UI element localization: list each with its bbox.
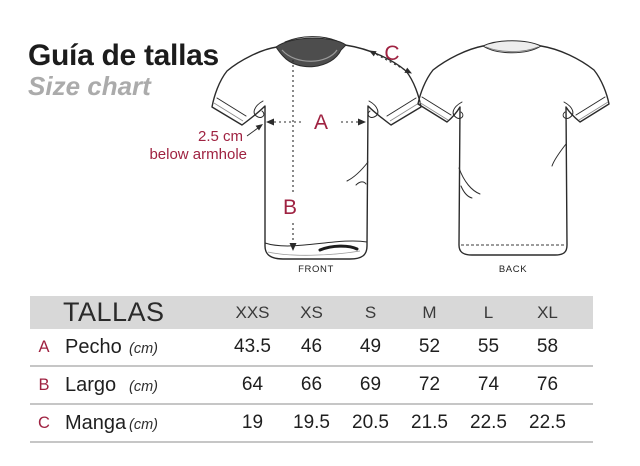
value-cell: 21.5 xyxy=(411,412,448,433)
tshirt-measurement-diagram: 2.5 cm below armhole A B C FRONT BACK xyxy=(149,36,610,275)
value-cell: 49 xyxy=(359,336,382,357)
measure-b-arrow xyxy=(289,60,297,251)
measure-a-arrow xyxy=(266,118,366,126)
value-cell: 72 xyxy=(418,374,441,395)
value-cell: 20.5 xyxy=(352,412,389,433)
page-subtitle: Size chart xyxy=(28,70,151,101)
measure-label-a: A xyxy=(314,111,328,134)
size-header-xxs: XXS xyxy=(235,302,270,322)
armhole-note-line2: below armhole xyxy=(149,146,247,163)
armhole-note-line1: 2.5 cm xyxy=(198,128,243,145)
size-header-xs: XS xyxy=(300,302,323,322)
value-cell: 43.5 xyxy=(234,336,271,357)
measure-unit: (cm) xyxy=(129,340,158,357)
value-cell: 52 xyxy=(418,336,441,357)
table-row-pecho: A Pecho (cm) 43.5 46 49 52 55 58 xyxy=(30,329,593,367)
front-shirt-drawing xyxy=(211,36,422,260)
measure-name: Manga xyxy=(65,411,127,434)
title-block: Guía de tallas Size chart xyxy=(28,40,219,100)
size-header-s: S xyxy=(364,302,377,322)
value-cell: 22.5 xyxy=(529,412,566,433)
value-cell: 19.5 xyxy=(293,412,330,433)
front-caption: FRONT xyxy=(298,264,334,275)
value-cell: 46 xyxy=(300,336,323,357)
table-title: TALLAS xyxy=(63,297,165,327)
row-letter: A xyxy=(38,337,50,356)
value-cell: 76 xyxy=(536,374,559,395)
size-header-l: L xyxy=(483,302,494,322)
page-title: Guía de tallas xyxy=(28,39,219,72)
value-cell: 66 xyxy=(300,374,323,395)
measure-c-arrow xyxy=(369,50,412,74)
measure-name: Largo xyxy=(65,373,117,396)
table-row-manga: C Manga (cm) 19 19.5 20.5 21.5 22.5 22.5 xyxy=(30,405,593,443)
value-cell: 58 xyxy=(536,336,559,357)
value-cell: 69 xyxy=(359,374,382,395)
measure-label-b: B xyxy=(283,196,297,219)
measure-name: Pecho xyxy=(65,335,122,358)
row-name: Manga (cm) xyxy=(58,412,223,435)
value-cell: 74 xyxy=(477,374,500,395)
row-name: Pecho (cm) xyxy=(58,336,223,359)
size-table: TALLAS XXS XS S M L XL A Pecho (cm) 43.5 … xyxy=(30,296,593,443)
row-letter: C xyxy=(38,413,50,432)
measure-unit: (cm) xyxy=(129,416,158,433)
size-header-m: M xyxy=(422,302,437,322)
size-header-xl: XL xyxy=(537,302,558,322)
table-row-largo: B Largo (cm) 64 66 69 72 74 76 xyxy=(30,367,593,405)
size-table-header-row: TALLAS XXS XS S M L XL xyxy=(30,296,593,329)
armhole-note-pointer xyxy=(246,124,263,137)
value-cell: 19 xyxy=(241,412,264,433)
value-cell: 22.5 xyxy=(470,412,507,433)
back-shirt-drawing xyxy=(417,40,610,256)
value-cell: 64 xyxy=(241,374,264,395)
row-name: Largo (cm) xyxy=(58,374,223,397)
value-cell: 55 xyxy=(477,336,500,357)
row-letter: B xyxy=(38,375,50,394)
measure-unit: (cm) xyxy=(129,378,158,395)
measure-label-c: C xyxy=(384,42,399,65)
back-caption: BACK xyxy=(499,264,527,275)
